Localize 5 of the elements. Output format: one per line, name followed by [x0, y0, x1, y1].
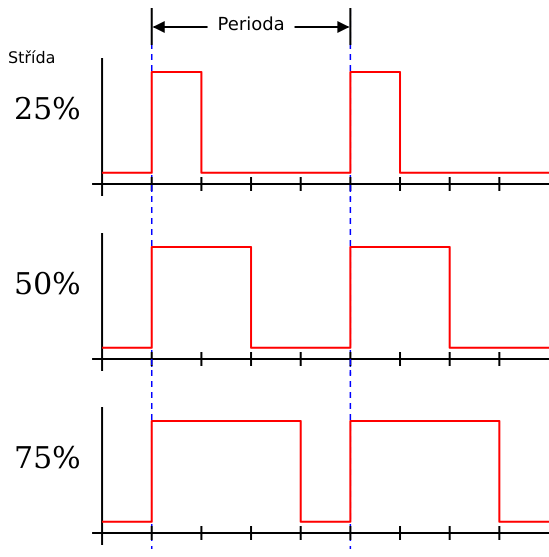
y-axis-title: 50%	[14, 266, 81, 302]
text: Perioda	[218, 14, 285, 35]
text: Střída	[8, 48, 56, 67]
y-axis-title: 75%	[14, 441, 81, 476]
y-axis-title: 25%	[14, 92, 81, 127]
